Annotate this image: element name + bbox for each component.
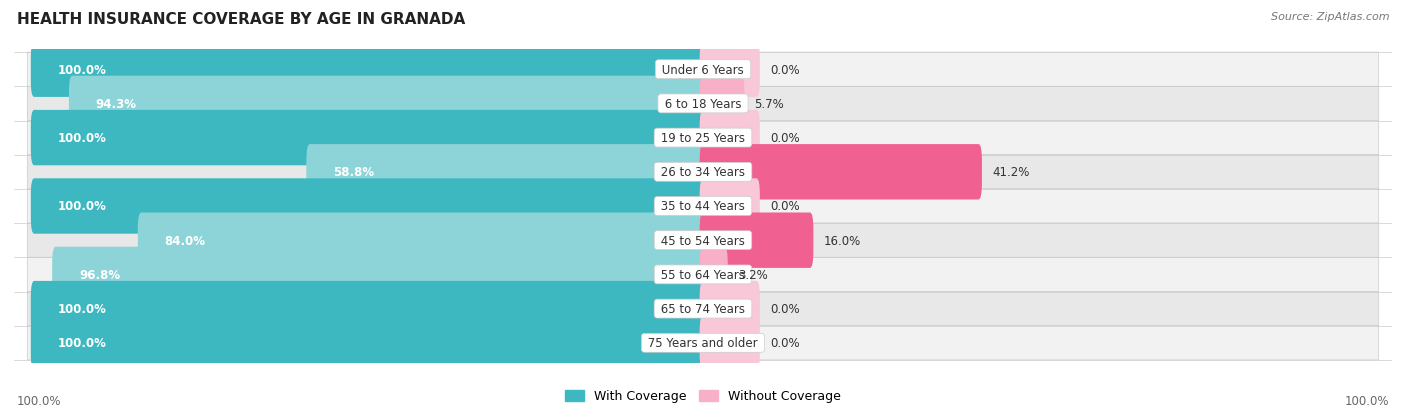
Text: 0.0%: 0.0% — [770, 64, 800, 76]
FancyBboxPatch shape — [31, 281, 706, 337]
Text: 45 to 54 Years: 45 to 54 Years — [657, 234, 749, 247]
FancyBboxPatch shape — [700, 213, 813, 268]
FancyBboxPatch shape — [27, 223, 1379, 258]
Text: Under 6 Years: Under 6 Years — [658, 64, 748, 76]
FancyBboxPatch shape — [700, 179, 759, 234]
Text: 100.0%: 100.0% — [58, 132, 107, 145]
FancyBboxPatch shape — [31, 179, 706, 234]
Text: 0.0%: 0.0% — [770, 200, 800, 213]
Text: HEALTH INSURANCE COVERAGE BY AGE IN GRANADA: HEALTH INSURANCE COVERAGE BY AGE IN GRAN… — [17, 12, 465, 27]
FancyBboxPatch shape — [69, 76, 706, 132]
Text: 84.0%: 84.0% — [165, 234, 205, 247]
Text: 0.0%: 0.0% — [770, 132, 800, 145]
FancyBboxPatch shape — [700, 247, 728, 302]
Legend: With Coverage, Without Coverage: With Coverage, Without Coverage — [561, 385, 845, 408]
FancyBboxPatch shape — [27, 121, 1379, 155]
Text: 100.0%: 100.0% — [1344, 394, 1389, 407]
FancyBboxPatch shape — [700, 281, 759, 337]
Text: 19 to 25 Years: 19 to 25 Years — [657, 132, 749, 145]
Text: 94.3%: 94.3% — [96, 97, 136, 111]
FancyBboxPatch shape — [700, 316, 759, 370]
Text: 3.2%: 3.2% — [738, 268, 768, 281]
Text: 58.8%: 58.8% — [333, 166, 374, 179]
Text: 100.0%: 100.0% — [58, 337, 107, 349]
Text: 26 to 34 Years: 26 to 34 Years — [657, 166, 749, 179]
Text: 100.0%: 100.0% — [17, 394, 62, 407]
FancyBboxPatch shape — [700, 76, 744, 132]
FancyBboxPatch shape — [27, 292, 1379, 326]
Text: 6 to 18 Years: 6 to 18 Years — [661, 97, 745, 111]
FancyBboxPatch shape — [700, 145, 981, 200]
FancyBboxPatch shape — [31, 316, 706, 370]
FancyBboxPatch shape — [27, 258, 1379, 292]
FancyBboxPatch shape — [27, 53, 1379, 87]
FancyBboxPatch shape — [27, 326, 1379, 360]
Text: 65 to 74 Years: 65 to 74 Years — [657, 302, 749, 316]
FancyBboxPatch shape — [27, 190, 1379, 223]
FancyBboxPatch shape — [700, 43, 759, 97]
FancyBboxPatch shape — [31, 43, 706, 97]
FancyBboxPatch shape — [307, 145, 706, 200]
FancyBboxPatch shape — [27, 155, 1379, 190]
FancyBboxPatch shape — [27, 87, 1379, 121]
Text: 16.0%: 16.0% — [824, 234, 860, 247]
Text: 35 to 44 Years: 35 to 44 Years — [657, 200, 749, 213]
Text: 100.0%: 100.0% — [58, 64, 107, 76]
Text: 0.0%: 0.0% — [770, 337, 800, 349]
Text: 0.0%: 0.0% — [770, 302, 800, 316]
Text: 100.0%: 100.0% — [58, 200, 107, 213]
FancyBboxPatch shape — [138, 213, 706, 268]
Text: 100.0%: 100.0% — [58, 302, 107, 316]
Text: 75 Years and older: 75 Years and older — [644, 337, 762, 349]
FancyBboxPatch shape — [52, 247, 706, 302]
FancyBboxPatch shape — [31, 111, 706, 166]
Text: 55 to 64 Years: 55 to 64 Years — [657, 268, 749, 281]
Text: 96.8%: 96.8% — [79, 268, 120, 281]
Text: 5.7%: 5.7% — [755, 97, 785, 111]
FancyBboxPatch shape — [700, 111, 759, 166]
Text: Source: ZipAtlas.com: Source: ZipAtlas.com — [1271, 12, 1389, 22]
Text: 41.2%: 41.2% — [993, 166, 1029, 179]
